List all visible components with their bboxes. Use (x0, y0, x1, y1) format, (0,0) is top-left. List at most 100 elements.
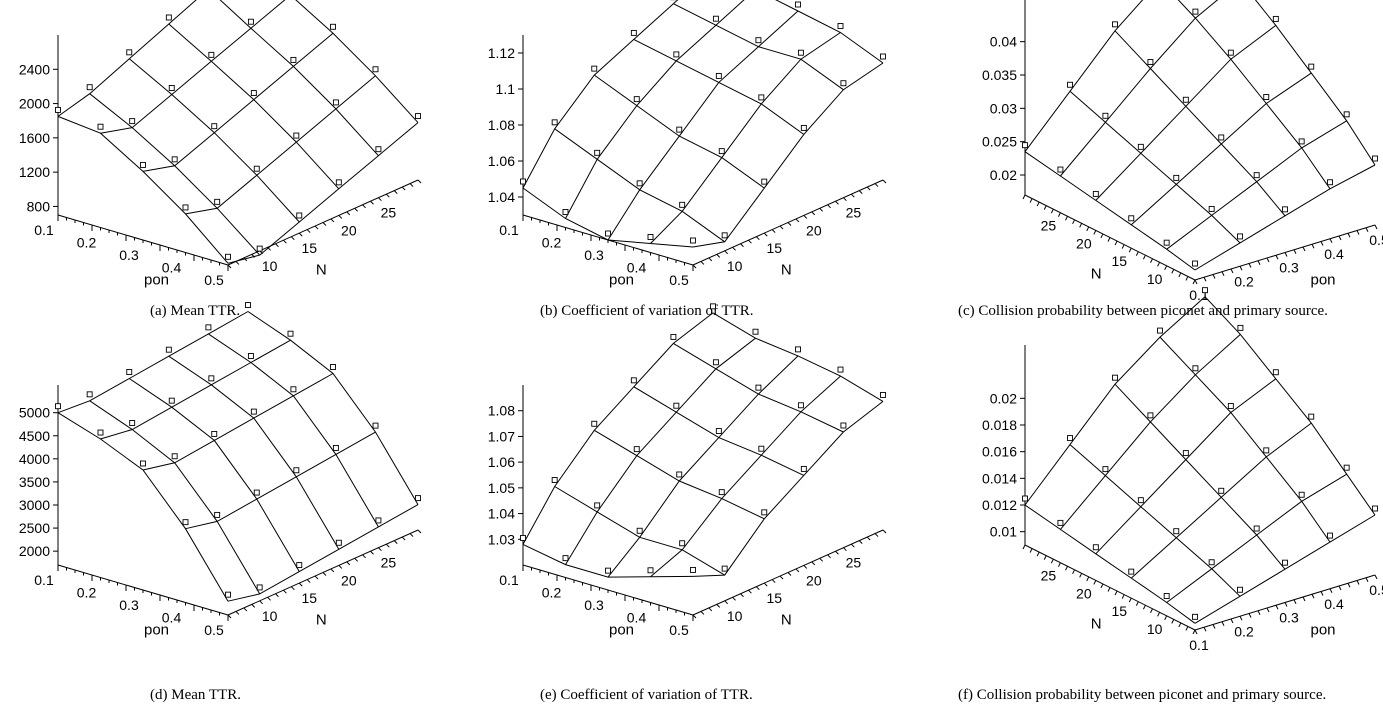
sim-marker (1282, 559, 1288, 566)
pon-tick-mark (1203, 627, 1207, 632)
sim-marker (837, 23, 844, 29)
z-tick-label: 0.012 (982, 497, 1017, 513)
n-tick-mark (1114, 240, 1118, 246)
sim-marker (520, 178, 526, 185)
n-axis-label: N (316, 262, 327, 279)
n-tick-mark (417, 529, 422, 534)
sim-marker (182, 519, 189, 526)
n-tick-mark (298, 232, 303, 237)
z-tick-label: 4500 (19, 428, 50, 444)
mesh-line-n (633, 38, 805, 135)
n-tick-mark (227, 264, 232, 269)
n-tick-mark (1065, 566, 1068, 571)
n-tick-label: 20 (806, 572, 822, 588)
sim-marker (1137, 143, 1144, 150)
sim-marker (800, 124, 807, 131)
sim-marker (679, 201, 686, 208)
mesh-line-pon (692, 62, 884, 248)
sim-marker (1343, 464, 1350, 471)
sim-marker (880, 391, 886, 398)
n-tick-mark (290, 586, 295, 591)
n-tick-label: 20 (341, 572, 357, 588)
sim-marker (1157, 327, 1163, 334)
sim-marker (840, 80, 847, 87)
sim-marker (247, 18, 254, 25)
n-tick-mark (850, 543, 855, 548)
n-tick-mark (1142, 604, 1146, 610)
sim-marker (636, 527, 643, 534)
mesh-line-pon (1177, 0, 1331, 190)
pon-tick-label: 0.2 (77, 235, 97, 251)
sim-marker (1327, 532, 1333, 539)
sim-marker (1182, 450, 1189, 457)
sim-marker (372, 66, 379, 73)
n-tick-mark (362, 204, 366, 209)
mesh-line-n (1194, 514, 1376, 624)
sim-marker (214, 511, 221, 518)
sim-marker (55, 403, 61, 410)
n-tick-mark (1086, 576, 1090, 582)
sim-marker (755, 384, 762, 391)
sim-marker (718, 148, 725, 155)
panel-b: 1.04 1.06 1.08 1.1 1.12 0.1 0.2 0.3 0.4 0.5 10 15 20… (475, 0, 895, 300)
surface-group: 1.03 1.04 1.05 1.06 1.07 1.08 0.1 0.2 0.3 0.4 0.5 1… (488, 303, 887, 639)
sim-marker (1372, 505, 1378, 512)
z-tick-label: 5000 (19, 405, 50, 421)
pon-tick-mark (1230, 268, 1234, 274)
n-tick-mark (779, 225, 784, 230)
pon-tick-label: 0.5 (1369, 582, 1383, 598)
sim-marker (1092, 190, 1099, 197)
pon-tick-label: 0.1 (34, 222, 54, 238)
n-tick-mark (874, 183, 879, 187)
sim-marker (591, 420, 598, 427)
n-tick-label: 25 (381, 205, 397, 221)
z-tick-label: 800 (27, 198, 51, 214)
pon-tick-mark (1275, 255, 1279, 260)
sim-marker (375, 517, 382, 524)
mesh-line-n (57, 412, 229, 602)
sim-marker (630, 29, 637, 36)
n-tick-mark (1135, 251, 1139, 256)
sim-marker (330, 23, 336, 30)
pon-tick-label: 0.4 (162, 260, 182, 276)
n-tick-mark (330, 218, 335, 223)
sim-marker (1298, 138, 1305, 145)
n-tick-mark (858, 540, 863, 544)
sim-marker (1057, 519, 1064, 526)
sim-marker (1163, 593, 1170, 599)
z-tick-label: 0.02 (990, 167, 1017, 183)
n-tick-label: 10 (262, 608, 278, 624)
surface-group: 0.020.0250.030.0350.040.10.20.30.40.5101… (982, 0, 1383, 303)
n-tick-mark (716, 604, 721, 608)
pon-tick-mark (1329, 588, 1333, 593)
sim-marker (1372, 155, 1378, 162)
sim-marker (1218, 487, 1225, 494)
sim-marker (1253, 525, 1260, 532)
pon-tick-label: 0.3 (119, 597, 139, 613)
sim-marker (594, 502, 601, 509)
n-tick-mark (378, 197, 382, 202)
n-tick-label: 20 (806, 222, 822, 238)
n-tick-mark (1043, 555, 1047, 560)
n-tick-mark (1164, 615, 1168, 621)
n-tick-mark (1100, 233, 1104, 239)
n-tick-mark (401, 536, 406, 541)
pon-tick-mark (1338, 585, 1342, 591)
sim-marker (1227, 403, 1234, 409)
n-tick-mark (322, 572, 327, 576)
surface-group: 800 1200 1600 2000 2400 0.1 0.2 0.3 0.4 0.5 10 15 20… (19, 0, 422, 289)
pon-tick-mark (1302, 596, 1306, 602)
sim-marker (562, 555, 569, 562)
sim-marker (880, 53, 886, 60)
pon-tick-mark (1374, 574, 1378, 580)
sim-marker (1173, 528, 1180, 535)
sim-marker (721, 232, 728, 239)
sim-marker (1192, 613, 1198, 620)
n-tick-mark (283, 239, 287, 244)
surface-group: 2000 2500 3000 3500 4000 4500 5000 0.1 0.2 0.3 0.4… (19, 302, 422, 639)
mesh-line-pon (650, 375, 841, 578)
z-tick-label: 0.04 (990, 34, 1017, 50)
n-tick-mark (850, 193, 855, 198)
sim-marker (605, 567, 611, 574)
sim-marker (335, 179, 342, 186)
